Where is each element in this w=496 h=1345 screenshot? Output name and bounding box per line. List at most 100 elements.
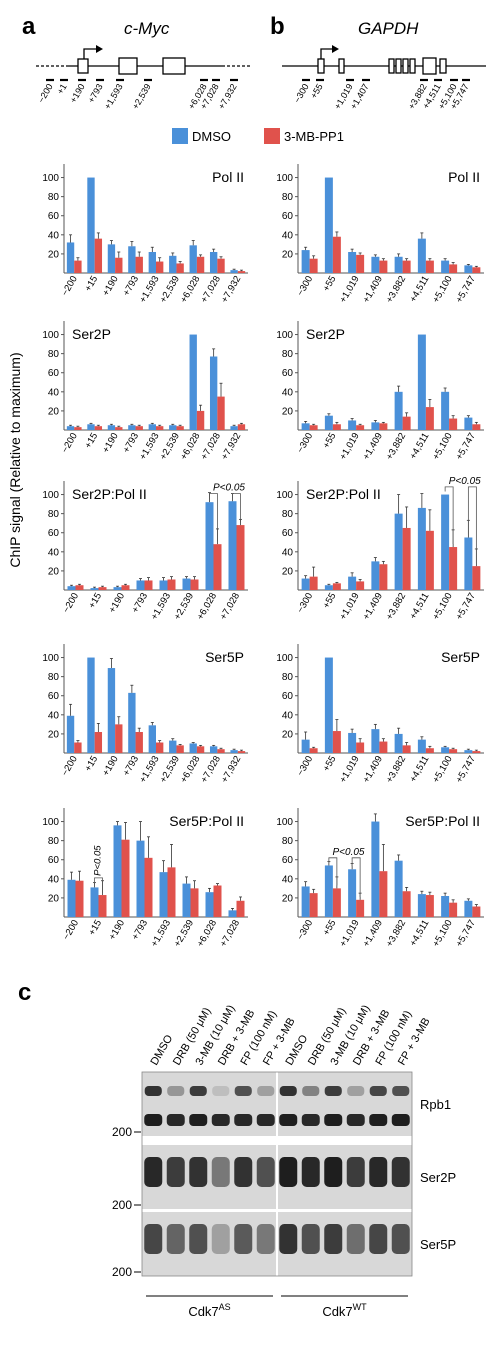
x-tick-label: +15 [83,754,101,773]
bar-inhibitor [449,902,458,917]
panel-label-a: a [22,13,36,40]
bar-inhibitor [236,525,245,590]
y-tick-label: 40 [48,230,60,241]
chart-title: Ser5P [441,649,480,665]
x-tick-label: +5,747 [454,431,478,462]
chart-b-0: 20 40 60 80 100 Pol II −300 +55 +1,019 +1,409 +3,8… [276,164,484,305]
y-tick-label: 40 [48,547,60,558]
x-tick-label: +3,882 [384,591,408,622]
bar-dmso [417,334,426,430]
bar-dmso [209,356,218,430]
bar-dmso [113,587,122,590]
bar-inhibitor [309,576,318,590]
bar-inhibitor [75,880,84,917]
y-tick-label: 100 [42,490,59,501]
x-tick-label: +5,100 [431,918,455,949]
bar-inhibitor [309,893,318,917]
bar-dmso [182,883,191,917]
band [166,1157,185,1187]
p-value-label: P<0.05 [333,847,365,858]
bar-dmso [441,747,450,753]
bar-inhibitor [356,742,365,753]
y-tick-label: 20 [48,729,60,740]
bar-inhibitor [309,258,318,273]
x-tick-label: +15 [83,431,101,450]
bar-inhibitor [94,426,103,430]
bar-inhibitor [217,396,225,430]
chart-a-2: 20 40 60 80 100 Ser2P:Pol II −200 +15 +190 +793+1… [42,481,248,622]
bar-dmso [189,334,197,430]
legend-swatch-dmso [172,128,188,144]
band [256,1114,275,1126]
y-tick-label: 60 [282,211,294,222]
probe-label: +1 [55,82,69,96]
x-tick-label: +4,511 [408,918,432,948]
bar-dmso [128,692,136,753]
blot-ser2p: Ser2P 200 [112,1145,456,1212]
band [324,1086,342,1096]
band [279,1086,297,1096]
bar-dmso [169,255,177,273]
band [234,1086,252,1096]
bar-inhibitor [425,530,434,590]
bar-dmso [464,417,473,430]
x-tick-label: +55 [321,591,339,610]
bar-inhibitor [449,749,458,753]
bar-inhibitor [237,424,246,430]
bar-inhibitor [75,585,84,590]
band [189,1157,208,1187]
band [256,1224,275,1254]
bar-dmso [66,715,75,753]
y-tick-label: 60 [282,528,294,539]
band [234,1224,253,1254]
bar-inhibitor [94,732,103,753]
bar-dmso [394,513,403,590]
bar-inhibitor [425,407,434,430]
x-tick-label: +1,019 [338,591,362,622]
x-tick-label: +15 [87,918,105,937]
x-tick-label: +15 [87,591,105,610]
p-value-label: P<0.05 [93,845,104,876]
x-tick-label: +4,511 [408,754,432,784]
bar-inhibitor [402,891,411,917]
bar-inhibitor [121,585,130,590]
y-tick-label: 20 [48,893,60,904]
y-tick-label: 100 [42,653,59,664]
bar-dmso [148,424,156,430]
band [144,1224,163,1254]
band [392,1086,410,1096]
x-tick-label: +55 [321,431,339,450]
y-tick-label: 60 [48,855,60,866]
y-tick-label: 20 [282,249,294,260]
chart-b-3: 20 40 60 80 100 Ser5P −300 +55 +1,019 +1,409 +3,88… [276,644,484,785]
bar-dmso [301,739,310,753]
x-tick-label: −200 [60,754,80,778]
bar-dmso [301,578,310,590]
bar-dmso [441,896,450,917]
band [211,1157,230,1187]
probe-label: +1,593 [102,82,125,111]
bar-dmso [128,246,136,273]
bar-dmso [159,580,168,590]
bar-dmso [394,256,403,273]
bar-inhibitor [332,424,341,430]
bar-inhibitor [135,732,143,753]
x-tick-label: +7,028 [218,918,242,949]
band [166,1114,185,1126]
legend: DMSO 3-MB-PP1 [172,128,344,144]
significance-bracket [444,486,454,545]
x-tick-label: +1,019 [338,754,362,785]
bar-dmso [464,537,473,590]
blot-label: Ser2P [420,1170,456,1185]
bar-dmso [205,892,214,917]
x-tick-label: −300 [295,754,315,778]
chart-title: Ser5P:Pol II [169,813,244,829]
bar-dmso [441,260,450,273]
band [189,1114,208,1126]
band [279,1114,298,1126]
chart-title: Pol II [212,169,244,185]
y-tick-label: 80 [48,672,60,683]
